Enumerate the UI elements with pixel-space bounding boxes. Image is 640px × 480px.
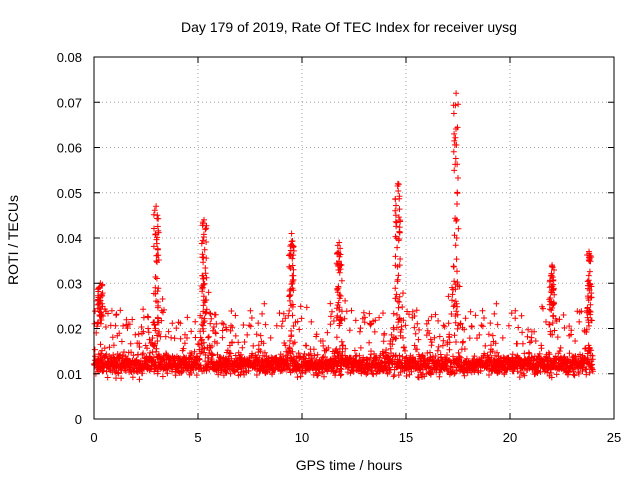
- x-tick-label: 5: [194, 430, 201, 445]
- y-tick-label: 0.06: [57, 141, 82, 156]
- y-tick-label: 0.01: [57, 367, 82, 382]
- y-tick-label: 0.04: [57, 231, 82, 246]
- y-axis-label: ROTI / TECUs: [5, 195, 21, 285]
- tick-labels: 0 5 10 15 20 25 0 0.01 0.02 0.03 0.04 0.05 0.06 0.07 0…: [57, 50, 622, 445]
- x-tick-label: 15: [399, 430, 413, 445]
- x-tick-label: 20: [503, 430, 517, 445]
- grid: [94, 57, 614, 419]
- axis-ticks: [93, 56, 615, 420]
- x-axis-label: GPS time / hours: [296, 457, 403, 473]
- y-tick-label: 0.03: [57, 276, 82, 291]
- x-tick-label: 0: [90, 430, 97, 445]
- x-tick-label: 25: [607, 430, 621, 445]
- y-tick-label: 0.08: [57, 50, 82, 65]
- y-tick-label: 0.07: [57, 95, 82, 110]
- y-tick-label: 0.02: [57, 322, 82, 337]
- y-tick-label: 0: [75, 412, 82, 427]
- y-tick-label: 0.05: [57, 186, 82, 201]
- chart-title: Day 179 of 2019, Rate Of TEC Index for r…: [181, 19, 517, 35]
- x-tick-label: 10: [295, 430, 309, 445]
